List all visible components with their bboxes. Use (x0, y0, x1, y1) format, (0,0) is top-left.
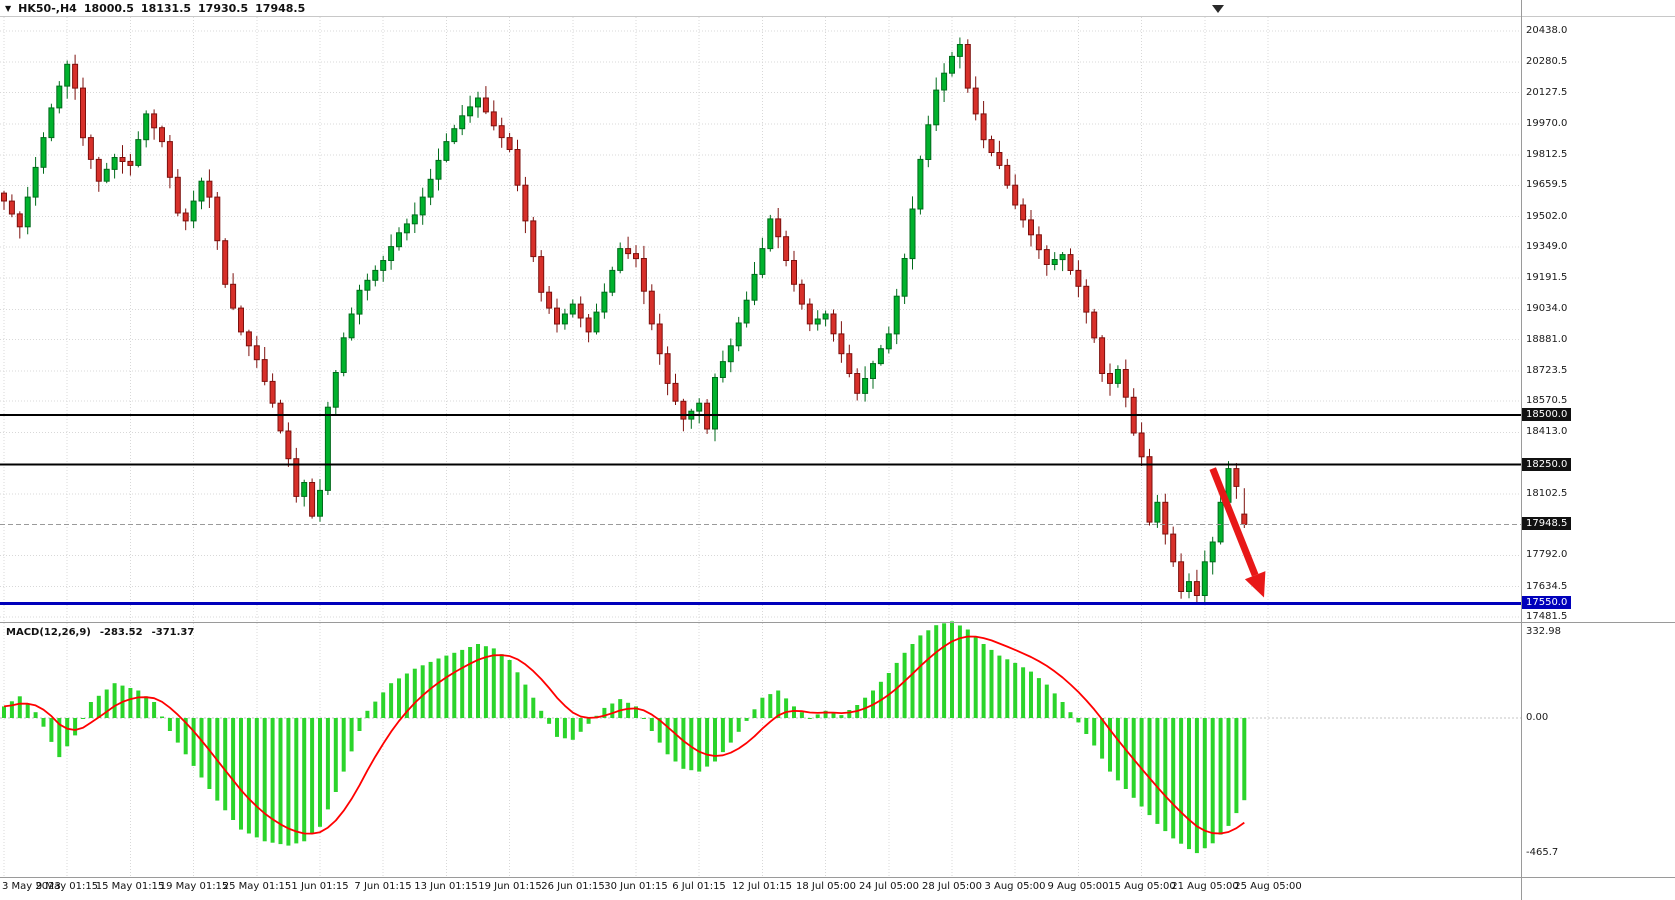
time-axis-label: 30 Jun 01:15 (604, 881, 668, 892)
symbol-dropdown-icon[interactable]: ▼ (5, 3, 12, 13)
price-tick-label: 18413.0 (1526, 426, 1568, 437)
price-tick-label: 19349.0 (1526, 241, 1568, 252)
time-axis-label: 21 Aug 05:00 (1171, 881, 1239, 892)
symbol-timeframe-label: HK50-,H4 (18, 2, 77, 15)
time-axis-label: 6 Jul 01:15 (672, 881, 726, 892)
price-tick-label: 19659.5 (1526, 179, 1568, 190)
time-axis-label: 28 Jul 05:00 (922, 881, 982, 892)
price-tick-label: 20127.5 (1526, 87, 1568, 98)
price-tick-label: 17792.0 (1526, 549, 1568, 560)
time-axis-label: 25 Aug 05:00 (1234, 881, 1302, 892)
price-tick-label: 20438.0 (1526, 25, 1568, 36)
price-tick-label: 19034.0 (1526, 303, 1568, 314)
price-tick-label: 17481.5 (1526, 611, 1568, 622)
time-axis-label: 26 Jun 01:15 (541, 881, 605, 892)
price-tick-label: 19191.5 (1526, 272, 1568, 283)
price-line-badge: 17550.0 (1522, 596, 1572, 609)
close-value: 17948.5 (255, 2, 306, 15)
time-axis-label: 25 May 01:15 (222, 881, 292, 892)
time-axis-label: 15 May 01:15 (95, 881, 165, 892)
time-axis-label: 15 Aug 05:00 (1108, 881, 1176, 892)
down-arrow-head[interactable] (1244, 571, 1266, 598)
price-tick-label: 18881.0 (1526, 334, 1568, 345)
macd-axis-label: 0.00 (1526, 712, 1549, 723)
price-tick-label: 18570.5 (1526, 395, 1568, 406)
price-tick-label: 19502.0 (1526, 211, 1568, 222)
price-tick-label: 18102.5 (1526, 488, 1568, 499)
time-axis-label: 3 May 2023 (2, 881, 61, 892)
down-arrow-annotation[interactable] (1209, 467, 1259, 577)
open-value: 18000.5 (83, 2, 134, 15)
price-tick-label: 19812.5 (1526, 149, 1568, 160)
price-line-badge: 18500.0 (1522, 408, 1572, 421)
time-axis-label: 19 Jun 01:15 (478, 881, 542, 892)
price-line-badge: 17948.5 (1522, 517, 1572, 530)
time-axis-label: 18 Jul 05:00 (796, 881, 856, 892)
time-axis-label: 12 Jul 01:15 (732, 881, 792, 892)
macd-indicator-label: MACD(12,26,9) (6, 627, 91, 638)
price-line-badge: 18250.0 (1522, 458, 1572, 471)
low-value: 17930.5 (198, 2, 249, 15)
macd-value: -283.52 (99, 627, 143, 638)
macd-signal-value: -371.37 (151, 627, 195, 638)
time-axis-label: 24 Jul 05:00 (859, 881, 919, 892)
time-axis-label: 9 Aug 05:00 (1047, 881, 1109, 892)
chart-shift-marker-icon[interactable] (1212, 5, 1224, 13)
time-axis-label: 19 May 01:15 (159, 881, 229, 892)
macd-axis-label: -465.7 (1526, 847, 1559, 858)
time-axis-label: 13 Jun 01:15 (414, 881, 478, 892)
price-tick-label: 17634.5 (1526, 581, 1568, 592)
price-tick-label: 18723.5 (1526, 365, 1568, 376)
macd-indicator-header: MACD(12,26,9) -283.52 -371.37 (6, 627, 194, 638)
macd-axis-label: 332.98 (1526, 626, 1561, 637)
time-axis-label: 9 May 01:15 (35, 881, 99, 892)
price-tick-label: 19970.0 (1526, 118, 1568, 129)
ohlc-header: ▼ HK50-,H4 18000.5 18131.5 17930.5 17948… (5, 2, 305, 15)
time-axis-label: 7 Jun 01:15 (354, 881, 412, 892)
price-tick-label: 20280.5 (1526, 56, 1568, 67)
time-axis-label: 3 Aug 05:00 (984, 881, 1046, 892)
high-value: 18131.5 (140, 2, 192, 15)
time-axis-label: 1 Jun 01:15 (291, 881, 349, 892)
